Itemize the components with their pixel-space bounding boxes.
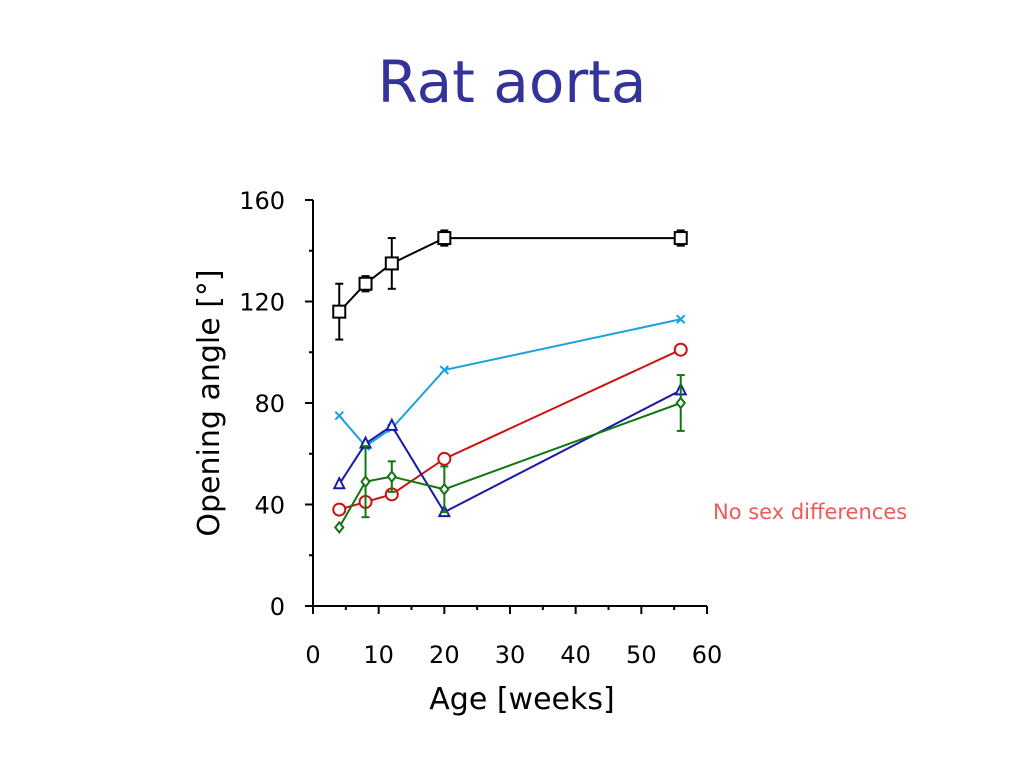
square-marker — [437, 231, 452, 246]
triangle-marker — [332, 475, 346, 490]
circle-marker — [673, 342, 688, 357]
series-diamond — [333, 374, 687, 534]
slide-title: Rat aorta — [377, 48, 647, 116]
y-tick-label: 160 — [239, 187, 285, 215]
x-marker — [439, 365, 450, 375]
square-marker — [358, 276, 373, 291]
square-marker — [332, 304, 347, 319]
x-axis-label: Age [weeks] — [429, 682, 614, 717]
triangle-marker — [385, 417, 399, 431]
x-tick-label: 50 — [626, 641, 657, 669]
x-marker — [676, 314, 686, 324]
circle-marker — [437, 451, 452, 466]
chart-axes: 0 40 80 120 160 0 10 20 30 40 50 60 — [239, 187, 722, 669]
x-tick-label: 0 — [305, 641, 320, 669]
diamond-marker — [333, 520, 345, 534]
x-tick-label: 60 — [692, 641, 723, 669]
diamond-marker — [675, 396, 687, 410]
series-line-square — [338, 237, 681, 313]
y-tick-label: 120 — [239, 289, 285, 317]
series-square — [332, 229, 688, 341]
y-tick-label: 40 — [254, 492, 285, 520]
x-tick-label: 40 — [560, 641, 591, 669]
square-marker — [384, 256, 399, 271]
square-marker — [673, 231, 688, 246]
x-tick-label: 30 — [495, 641, 526, 669]
diamond-marker — [386, 469, 398, 484]
x-marker — [334, 410, 344, 421]
y-axis-label: Opening angle [°] — [192, 269, 227, 536]
circle-marker — [332, 502, 347, 517]
chart-series — [332, 229, 688, 534]
y-tick-label: 0 — [270, 593, 285, 621]
x-tick-label: 10 — [363, 641, 394, 669]
no-sex-differences-note: No sex differences — [713, 500, 908, 524]
series-triangle — [332, 382, 688, 518]
x-tick-label: 20 — [429, 641, 460, 669]
diamond-marker — [360, 475, 371, 489]
diamond-marker — [439, 482, 450, 496]
y-tick-label: 80 — [254, 390, 285, 418]
